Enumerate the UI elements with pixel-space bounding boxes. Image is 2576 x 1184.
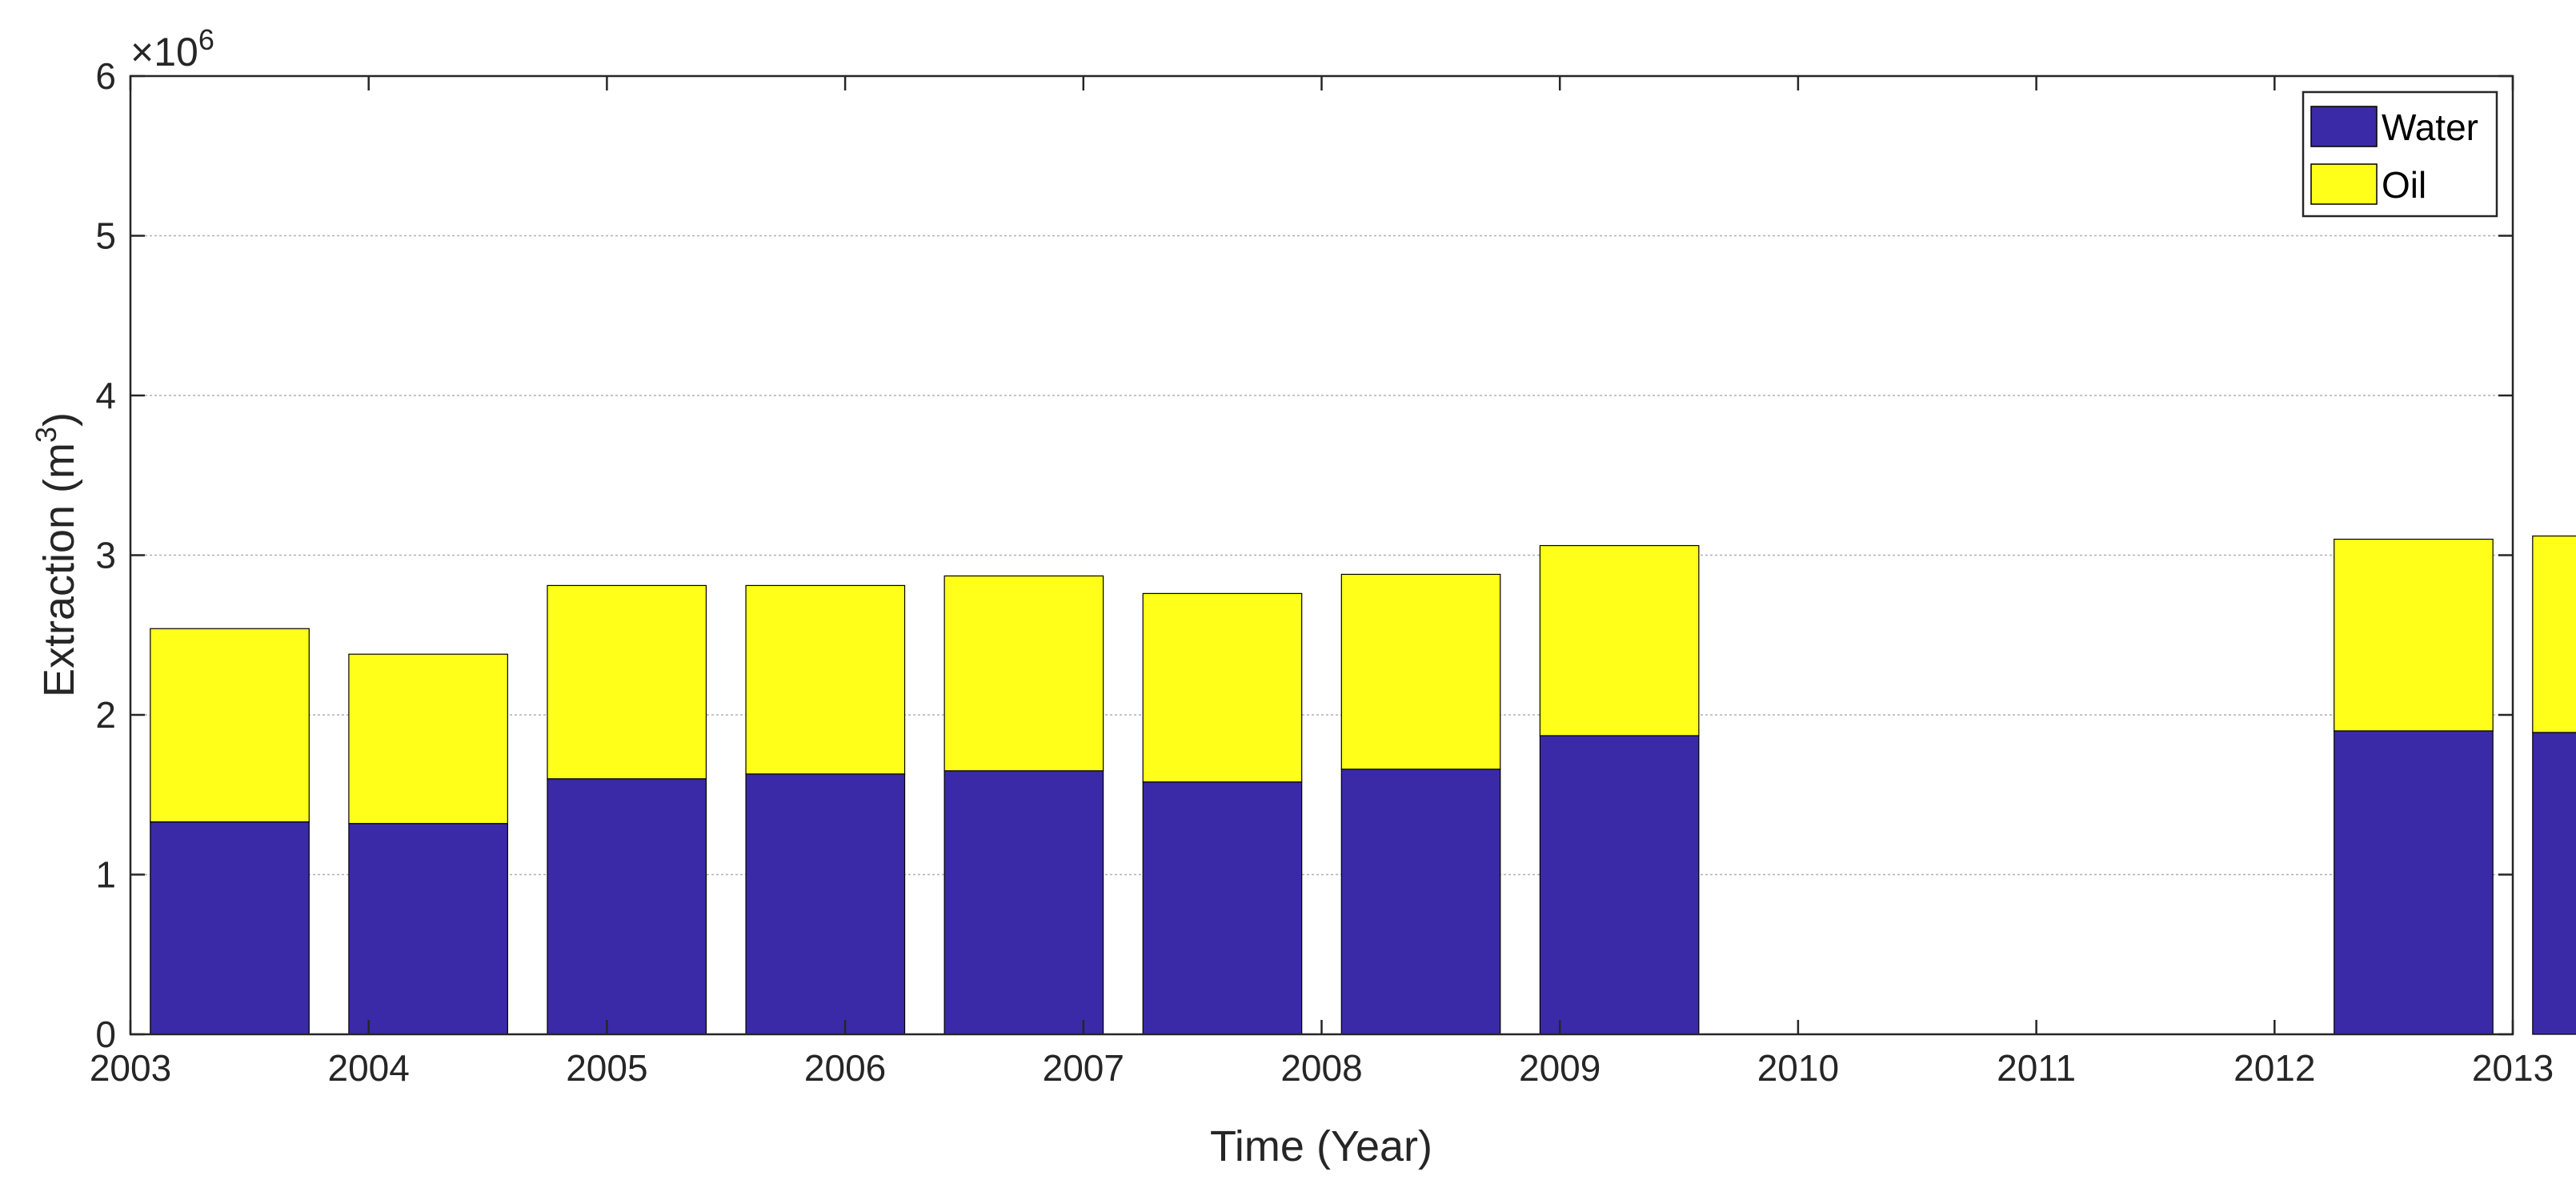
bar-oil — [348, 653, 508, 825]
y-multiplier-label: ×106 — [130, 23, 214, 74]
bar-water — [2334, 730, 2494, 1035]
bar-oil — [150, 628, 310, 823]
x-tick-label: 2009 — [1519, 1047, 1600, 1089]
y-tick-label: 5 — [95, 215, 116, 257]
y-tick-label: 4 — [95, 375, 116, 416]
x-tick-label: 2003 — [90, 1047, 171, 1089]
x-tick-label: 2007 — [1043, 1047, 1124, 1089]
x-tick-label: 2012 — [2233, 1047, 2315, 1089]
x-tick-label: 2013 — [2472, 1047, 2554, 1089]
x-tick-label: 2005 — [566, 1047, 647, 1089]
bar-water — [150, 821, 310, 1035]
bar-oil — [547, 584, 707, 780]
bar-oil — [2334, 538, 2494, 732]
legend-label-oil: Oil — [2382, 164, 2426, 206]
legend-label-water: Water — [2382, 106, 2478, 148]
y-tick-label: 3 — [95, 535, 116, 576]
x-tick-label: 2006 — [804, 1047, 886, 1089]
bar-water — [1539, 735, 1700, 1035]
axis-ticks: 2003 2004 2005 2006 2007 2008 2009 2010 2011 2012… — [90, 55, 2554, 1089]
y-tick-label: 1 — [95, 854, 116, 896]
legend-swatch-water — [2310, 106, 2378, 147]
bar-water — [1142, 781, 1303, 1035]
legend: Water Oil — [2302, 90, 2498, 218]
x-tick-label: 2011 — [1997, 1047, 2076, 1089]
x-tick-label: 2004 — [328, 1047, 410, 1089]
y-grid — [130, 235, 2513, 876]
bar-water — [745, 773, 906, 1035]
bars — [150, 535, 2576, 1035]
bar-water — [348, 823, 508, 1035]
bar-water — [547, 778, 707, 1035]
y-tick-label: 0 — [95, 1013, 116, 1055]
y-tick-label: 6 — [95, 55, 116, 97]
y-axis-label: Extraction (m3) — [30, 412, 83, 697]
bar-oil — [2532, 535, 2576, 733]
bar-water — [2532, 732, 2576, 1035]
legend-swatch-oil — [2310, 163, 2378, 205]
y-tick-label: 2 — [95, 694, 116, 736]
bar-oil — [1142, 592, 1303, 783]
bar-oil — [1340, 573, 1501, 770]
bar-oil — [943, 575, 1104, 772]
bar-water — [943, 770, 1104, 1035]
bar-oil — [745, 584, 906, 775]
x-axis-label: Time (Year) — [1210, 1122, 1432, 1170]
bar-oil — [1539, 544, 1700, 736]
bar-water — [1340, 769, 1501, 1035]
x-tick-label: 2010 — [1757, 1047, 1839, 1089]
x-tick-label: 2008 — [1280, 1047, 1362, 1089]
